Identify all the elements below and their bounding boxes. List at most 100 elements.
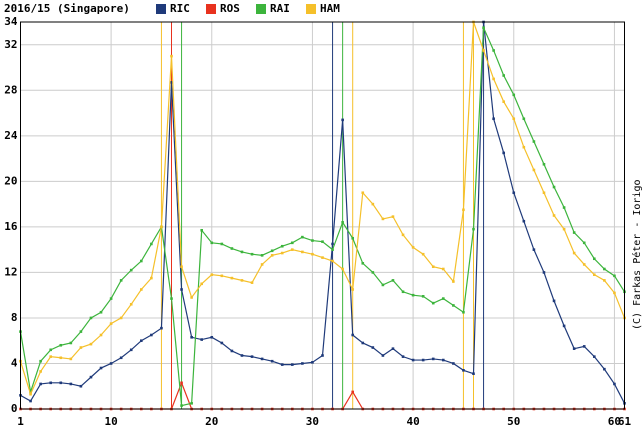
point [270, 254, 274, 257]
credit: (C) Farkas Péter - Iorigo [631, 179, 643, 330]
point [69, 341, 73, 345]
point [119, 279, 123, 282]
y-tick-label: 8 [11, 311, 18, 324]
point [311, 252, 314, 256]
plot-border [20, 21, 625, 410]
point [59, 356, 63, 360]
point [160, 225, 163, 229]
point [593, 273, 596, 276]
point [442, 358, 445, 362]
legend-swatch [156, 4, 166, 14]
point [260, 263, 264, 266]
point [522, 145, 526, 149]
point [462, 208, 465, 212]
point [532, 248, 536, 251]
point [180, 381, 183, 385]
point [532, 140, 536, 143]
point [381, 283, 385, 287]
point [260, 357, 264, 361]
point [140, 288, 143, 291]
x-tick-label: 30 [306, 415, 319, 428]
point [119, 356, 123, 360]
point [421, 295, 425, 298]
point [341, 267, 344, 271]
y-tick-label: 28 [4, 83, 17, 96]
point [39, 370, 42, 373]
point [250, 281, 254, 284]
point [210, 335, 214, 339]
point [240, 250, 244, 254]
point [291, 248, 294, 251]
point [280, 363, 284, 366]
point [210, 241, 214, 245]
point [79, 384, 83, 388]
point [170, 297, 173, 300]
legend-swatch [206, 4, 216, 14]
point [391, 215, 395, 218]
point [351, 236, 354, 240]
point [482, 49, 485, 52]
point [472, 372, 475, 376]
point [371, 202, 375, 206]
point [220, 274, 224, 278]
point [492, 77, 495, 81]
point [270, 359, 274, 363]
point [200, 282, 203, 286]
point [180, 265, 183, 269]
legend-label: RIC [170, 2, 190, 15]
point [321, 240, 324, 243]
point [39, 382, 42, 386]
point [109, 362, 113, 365]
point [210, 273, 214, 276]
point [562, 206, 566, 209]
point [180, 288, 183, 291]
point [59, 381, 63, 385]
point [260, 254, 264, 257]
point [59, 343, 63, 347]
point [99, 366, 103, 370]
point [351, 333, 354, 337]
point [69, 382, 73, 386]
point [230, 349, 234, 353]
point [190, 296, 193, 299]
point [593, 355, 596, 358]
point [240, 354, 244, 357]
point [129, 268, 133, 272]
y-tick-label: 4 [11, 356, 18, 369]
point [291, 363, 294, 366]
point [442, 267, 445, 271]
point [29, 390, 32, 394]
point [452, 362, 455, 365]
point [562, 227, 566, 231]
point [129, 348, 133, 352]
legend-swatch [306, 4, 316, 14]
legend-label: HAM [320, 2, 340, 15]
point [572, 251, 576, 255]
point [552, 299, 556, 303]
point [250, 355, 254, 358]
point [532, 168, 536, 172]
point [361, 191, 365, 195]
x-tick-label: 61 [618, 415, 632, 428]
point [401, 233, 405, 237]
point [89, 342, 93, 346]
point [230, 247, 234, 250]
point [140, 259, 143, 263]
point [401, 290, 405, 294]
point [331, 242, 334, 246]
point [552, 214, 556, 217]
point [371, 346, 375, 349]
point [341, 118, 344, 122]
point [502, 100, 505, 103]
point [220, 341, 224, 345]
point [442, 297, 445, 300]
point [129, 302, 133, 306]
point [431, 265, 435, 269]
point [421, 358, 425, 362]
point [331, 248, 334, 251]
point [150, 333, 153, 337]
point [109, 297, 113, 300]
point [603, 267, 606, 271]
point [160, 326, 163, 330]
point [301, 250, 304, 254]
